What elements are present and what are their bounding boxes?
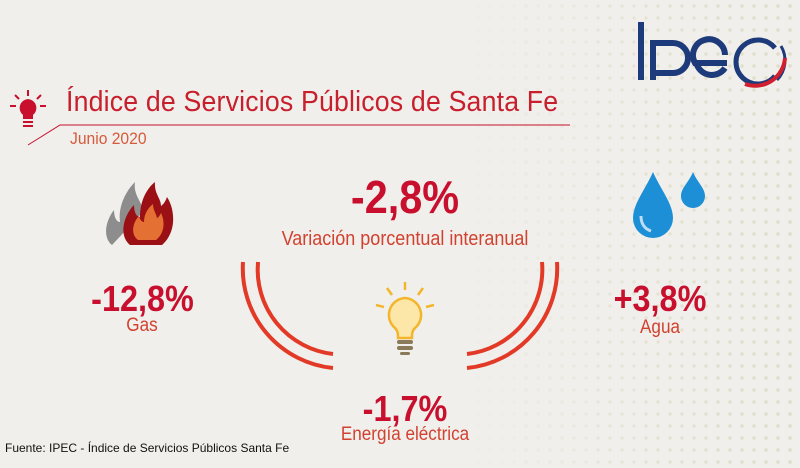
total-value: -2,8%	[350, 171, 460, 223]
period-label: Junio 2020	[70, 129, 147, 148]
lightbulb-header-icon	[8, 88, 48, 138]
gas-value: -12,8%	[91, 278, 194, 319]
energia-value: -1,7%	[362, 388, 448, 429]
agua-value: +3,8%	[613, 278, 707, 319]
page-title: Índice de Servicios Públicos de Santa Fe	[66, 86, 559, 118]
left-arc-decoration	[240, 261, 334, 370]
right-arc-decoration	[466, 261, 560, 370]
lightbulb-icon	[370, 280, 440, 365]
total-label: Variación porcentual interanual	[281, 228, 529, 250]
source-footer: Fuente: IPEC - Índice de Servicios Públi…	[5, 441, 290, 455]
agua-label: Agua	[640, 317, 680, 338]
gas-label: Gas	[126, 315, 158, 336]
water-drop-icon	[625, 168, 710, 248]
ipec-logo	[635, 18, 800, 88]
energia-label: Energía eléctrica	[340, 424, 470, 445]
flame-icon	[100, 170, 185, 255]
